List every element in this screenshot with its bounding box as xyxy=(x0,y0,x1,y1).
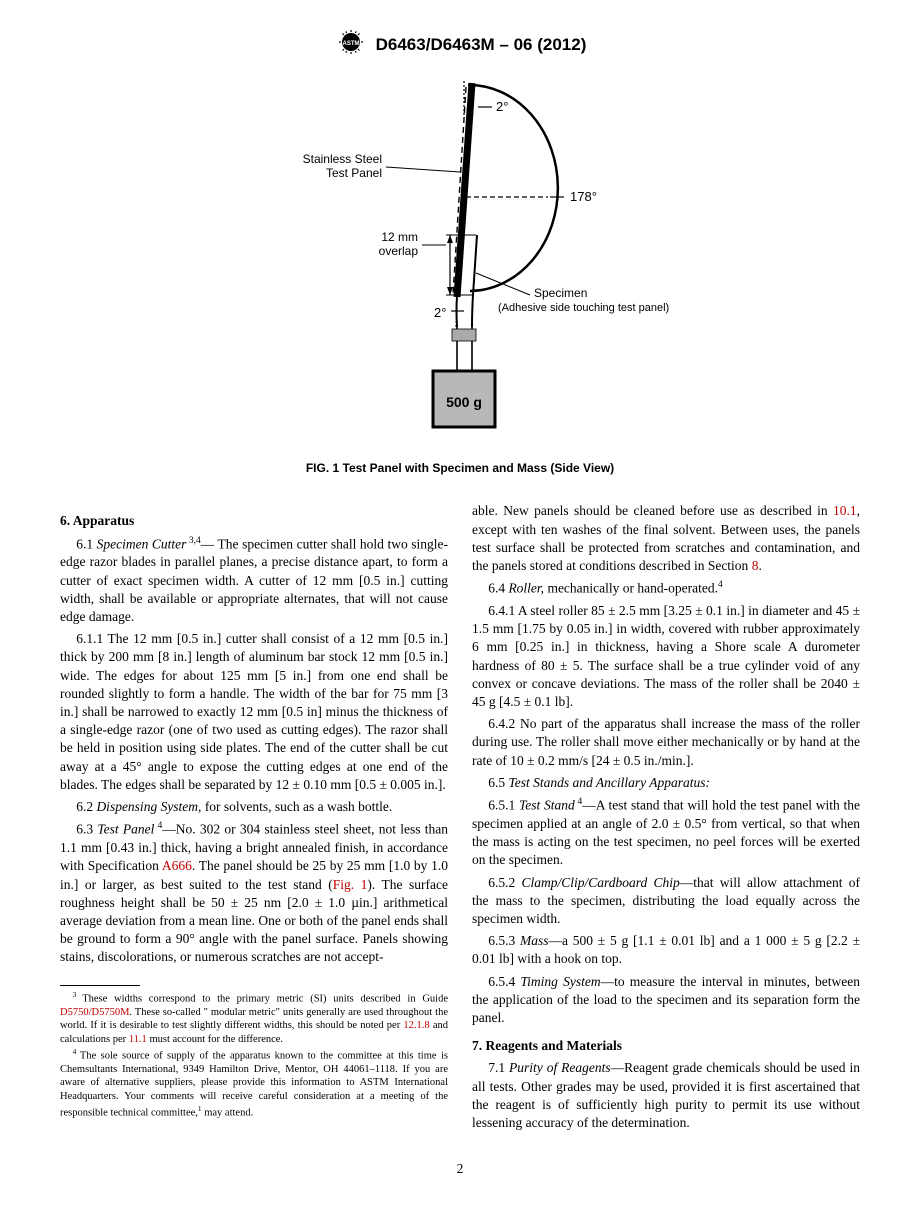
section-7-heading: 7. Reagents and Materials xyxy=(472,1037,860,1055)
svg-text:Stainless Steel: Stainless Steel xyxy=(303,152,382,166)
svg-text:12 mm: 12 mm xyxy=(381,230,418,244)
link-d5750[interactable]: D5750/D5750M xyxy=(60,1007,129,1018)
para-6-4-2: 6.4.2 No part of the apparatus shall inc… xyxy=(472,715,860,770)
para-7-1: 7.1 Purity of Reagents—Reagent grade che… xyxy=(472,1059,860,1132)
footnote-rule xyxy=(60,985,140,986)
link-a666[interactable]: A666 xyxy=(162,858,192,873)
para-6-1: 6.1 Specimen Cutter 3,4— The specimen cu… xyxy=(60,535,448,627)
svg-text:Specimen: Specimen xyxy=(534,286,587,300)
document-header: ASTM D6463/D6463M – 06 (2012) xyxy=(60,30,860,61)
footnote-4: 4 The sole source of supply of the appar… xyxy=(60,1047,448,1120)
para-6-5-1: 6.5.1 Test Stand 4—A test stand that wil… xyxy=(472,796,860,869)
svg-text:178°: 178° xyxy=(570,189,597,204)
svg-text:500 g: 500 g xyxy=(446,394,482,410)
para-6-3: 6.3 Test Panel 4—No. 302 or 304 stainles… xyxy=(60,820,448,966)
link-fig1[interactable]: Fig. 1 xyxy=(333,877,368,892)
header-designation: D6463/D6463M – 06 (2012) xyxy=(376,34,587,57)
body-columns: 6. Apparatus 6.1 Specimen Cutter 3,4— Th… xyxy=(60,502,860,1136)
svg-text:2°: 2° xyxy=(434,305,446,320)
svg-text:(Adhesive side touching test p: (Adhesive side touching test panel) xyxy=(498,302,669,314)
link-111[interactable]: 11.1 xyxy=(129,1034,147,1045)
para-6-5-4: 6.5.4 Timing System—to measure the inter… xyxy=(472,973,860,1028)
section-6-heading: 6. Apparatus xyxy=(60,512,448,530)
figure-1: 2° 178° Stainless Steel Test Panel 12 mm… xyxy=(60,77,860,476)
svg-text:ASTM: ASTM xyxy=(342,41,359,47)
link-1218[interactable]: 12.1.8 xyxy=(403,1020,429,1031)
svg-text:2°: 2° xyxy=(496,99,508,114)
para-6-1-1: 6.1.1 The 12 mm [0.5 in.] cutter shall c… xyxy=(60,630,448,794)
figure-caption: FIG. 1 Test Panel with Specimen and Mass… xyxy=(60,460,860,476)
footnote-3: 3 These widths correspond to the primary… xyxy=(60,990,448,1047)
svg-text:Test Panel: Test Panel xyxy=(326,166,382,180)
para-6-4: 6.4 Roller, mechanically or hand-operate… xyxy=(472,579,860,598)
para-6-3-cont: able. New panels should be cleaned befor… xyxy=(472,502,860,575)
svg-text:overlap: overlap xyxy=(379,244,419,258)
para-6-5: 6.5 Test Stands and Ancillary Apparatus: xyxy=(472,774,860,792)
para-6-2: 6.2 Dispensing System, for solvents, suc… xyxy=(60,798,448,816)
para-6-4-1: 6.4.1 A steel roller 85 ± 2.5 mm [3.25 ±… xyxy=(472,602,860,711)
page-number: 2 xyxy=(60,1160,860,1178)
link-101[interactable]: 10.1 xyxy=(833,503,857,518)
para-6-5-2: 6.5.2 Clamp/Clip/Cardboard Chip—that wil… xyxy=(472,874,860,929)
astm-logo-icon: ASTM xyxy=(334,30,368,61)
para-6-5-3: 6.5.3 Mass—a 500 ± 5 g [1.1 ± 0.01 lb] a… xyxy=(472,932,860,968)
